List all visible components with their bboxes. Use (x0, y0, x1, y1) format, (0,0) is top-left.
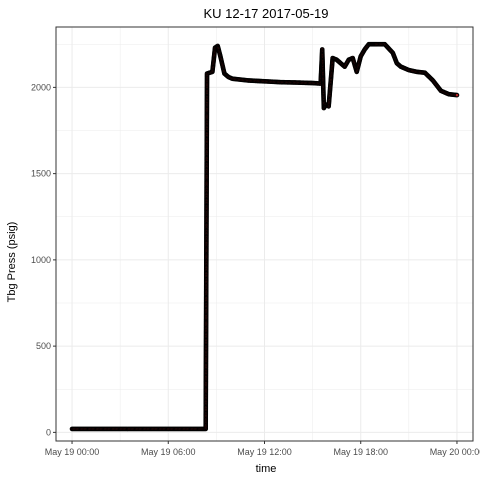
y-tick-label: 1000 (31, 255, 51, 265)
y-tick-label: 2000 (31, 82, 51, 92)
x-tick-label: May 19 00:00 (45, 447, 100, 457)
x-tick-label: May 19 18:00 (333, 447, 388, 457)
y-tick-label: 500 (36, 341, 51, 351)
x-tick-label: May 19 12:00 (237, 447, 292, 457)
y-tick-label: 1500 (31, 169, 51, 179)
data-points (69, 41, 460, 432)
y-tick-label: 0 (46, 427, 51, 437)
y-axis: 0 500 1000 1500 2000 (31, 82, 56, 437)
data-point (454, 92, 460, 98)
plot-panel (55, 26, 474, 442)
x-tick-label: May 19 06:00 (141, 447, 196, 457)
x-axis: May 19 00:00 May 19 06:00 May 19 12:00 May … (45, 441, 480, 457)
gridlines (56, 27, 473, 441)
chart-title: KU 12-17 2017-05-19 (203, 6, 328, 21)
x-tick-label: May 20 00:00 (430, 447, 480, 457)
y-axis-title: Tbg Press (psig) (6, 222, 18, 303)
x-axis-title: time (256, 463, 277, 475)
